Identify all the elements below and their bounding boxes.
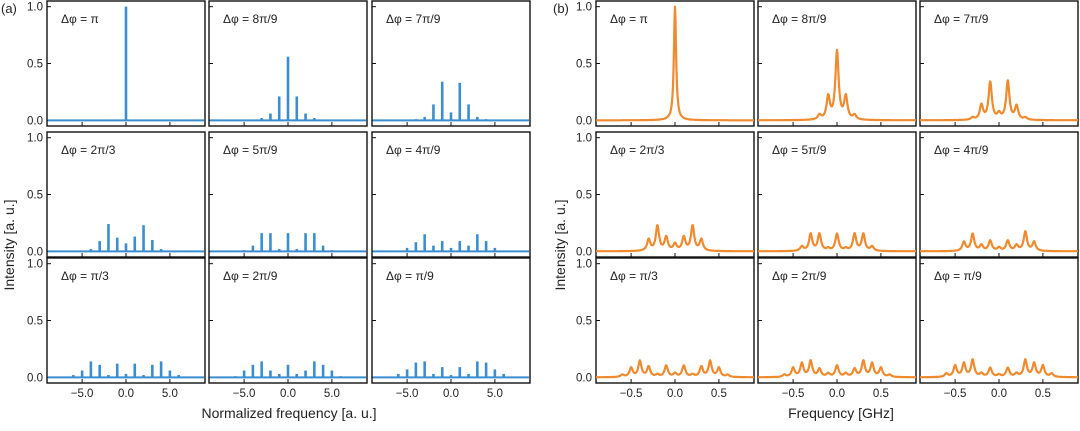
panel-b-0-ytick-label-2: 1.0 [576, 2, 592, 14]
panel-b-2-annotation: Δφ = 7π/9 [934, 12, 989, 26]
panel-a-8-annotation: Δφ = π/9 [386, 269, 434, 283]
panel-b-7-annotation: Δφ = 2π/9 [772, 269, 827, 283]
panel-b-1-annotation: Δφ = 8π/9 [772, 12, 827, 26]
panel-a-3-ytick-label-0: 0.0 [27, 246, 43, 258]
panel-b-3-ytick-label-1: 0.5 [576, 190, 592, 202]
ylabel-b: Intensity [a. u.] [552, 199, 568, 290]
panel-b-6-annotation: Δφ = π/3 [610, 269, 658, 283]
panel-a-6-ytick-label-0: 0.0 [27, 372, 43, 384]
panel-b-7-xtick-label-2: 0.5 [873, 388, 889, 400]
panel-a-3-ytick-label-1: 0.5 [27, 190, 43, 202]
panel-a-0-annotation: Δφ = π [61, 12, 99, 26]
panel-a-0-ytick-label-1: 0.5 [27, 59, 43, 71]
panel-b-7-xtick-label-0: −0.5 [782, 388, 805, 400]
panel-a-0-ytick-label-2: 1.0 [27, 2, 43, 14]
panel-a-7-xtick-label-1: 0.0 [280, 388, 296, 400]
panel-a-6-xtick-label-2: 5.0 [162, 388, 178, 400]
panel-a-6-ytick-label-1: 0.5 [27, 316, 43, 328]
panel-a-8-xtick-label-1: 0.0 [443, 388, 459, 400]
panel-b-0-ytick-label-0: 0.0 [576, 115, 592, 127]
panel-a-7-annotation: Δφ = 2π/9 [223, 269, 278, 283]
xlabel-a: Normalized frequency [a. u.] [201, 405, 376, 421]
panel-a-8-xtick-label-2: 5.0 [487, 388, 503, 400]
panel-a-3-ytick-label-2: 1.0 [27, 133, 43, 145]
panel-a-2-annotation: Δφ = 7π/9 [386, 12, 441, 26]
panel-b-5-annotation: Δφ = 4π/9 [934, 143, 989, 157]
panel-a-5-annotation: Δφ = 4π/9 [386, 143, 441, 157]
panel-b-6-xtick-label-0: −0.5 [620, 388, 643, 400]
panel-b-8-xtick-label-2: 0.5 [1035, 388, 1051, 400]
panel-b-6-ytick-label-0: 0.0 [576, 372, 592, 384]
panel-a-6-ytick-label-2: 1.0 [27, 259, 43, 271]
panel-a-6-xtick-label-1: 0.0 [118, 388, 134, 400]
panel-a-4-annotation: Δφ = 5π/9 [223, 143, 278, 157]
panel-b-8-xtick-label-1: 0.0 [991, 388, 1007, 400]
panel-a-3-annotation: Δφ = 2π/3 [61, 143, 116, 157]
panel-b-3-annotation: Δφ = 2π/3 [610, 143, 665, 157]
panel-b-6-xtick-label-2: 0.5 [711, 388, 727, 400]
panel-b-0-annotation: Δφ = π [610, 12, 648, 26]
panel-b-0-ytick-label-1: 0.5 [576, 59, 592, 71]
panel-a-7-xtick-label-0: −5.0 [233, 388, 256, 400]
panel-label-a: (a) [1, 1, 17, 16]
panel-b-3-ytick-label-2: 1.0 [576, 133, 592, 145]
panel-a-6-annotation: Δφ = π/3 [61, 269, 109, 283]
panel-b-3-ytick-label-0: 0.0 [576, 246, 592, 258]
xlabel-b: Frequency [GHz] [788, 405, 894, 421]
ylabel-a: Intensity [a. u.] [1, 199, 17, 290]
panel-b-7-xtick-label-1: 0.0 [829, 388, 845, 400]
panel-b-6-ytick-label-2: 1.0 [576, 259, 592, 271]
panel-b-6-ytick-label-1: 0.5 [576, 316, 592, 328]
panel-a-8-xtick-label-0: −5.0 [396, 388, 419, 400]
panel-b-6-xtick-label-1: 0.0 [667, 388, 683, 400]
panel-a-0-ytick-label-0: 0.0 [27, 115, 43, 127]
panel-a-1-annotation: Δφ = 8π/9 [223, 12, 278, 26]
panel-b-8-xtick-label-0: −0.5 [944, 388, 967, 400]
panel-a-6-xtick-label-0: −5.0 [71, 388, 94, 400]
panel-b-4-annotation: Δφ = 5π/9 [772, 143, 827, 157]
panel-a-7-xtick-label-2: 5.0 [324, 388, 340, 400]
panel-label-b: (b) [553, 1, 569, 16]
panel-b-8-annotation: Δφ = π/9 [934, 269, 982, 283]
